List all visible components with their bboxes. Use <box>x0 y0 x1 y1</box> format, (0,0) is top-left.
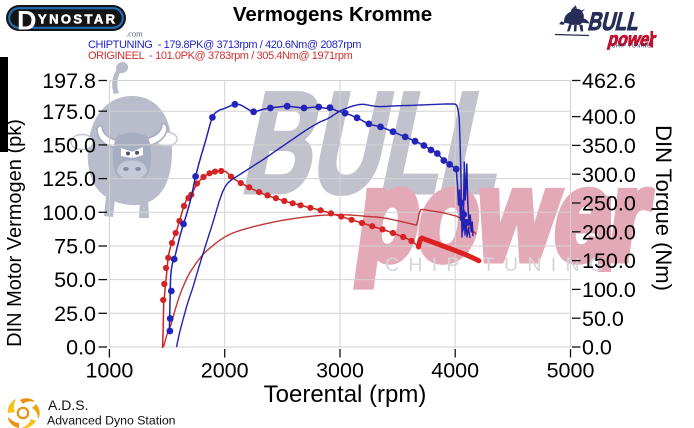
svg-text:100.0: 100.0 <box>42 201 96 225</box>
svg-text:CHIP TUNING: CHIP TUNING <box>612 44 652 50</box>
svg-text:2000: 2000 <box>201 359 249 383</box>
svg-text:DIN Motor Vermogen (pk): DIN Motor Vermogen (pk) <box>4 119 26 347</box>
svg-text:1000: 1000 <box>85 359 133 383</box>
svg-text:A.D.S.: A.D.S. <box>48 397 88 413</box>
svg-text:400.0: 400.0 <box>582 105 636 129</box>
svg-text:D: D <box>17 6 37 36</box>
svg-text:0.0: 0.0 <box>66 336 96 360</box>
svg-text:Advanced Dyno Station: Advanced Dyno Station <box>47 414 176 428</box>
svg-text:125.0: 125.0 <box>42 167 96 191</box>
svg-text:power: power <box>606 29 659 50</box>
svg-text:Toerental (rpm): Toerental (rpm) <box>264 381 427 408</box>
svg-text:4000: 4000 <box>431 359 479 383</box>
svg-text:CHIP TUNING: CHIP TUNING <box>385 254 613 276</box>
svg-text:250.0: 250.0 <box>582 192 636 216</box>
svg-text:3000: 3000 <box>316 359 364 383</box>
svg-text:150.0: 150.0 <box>42 134 96 158</box>
svg-text:200.0: 200.0 <box>582 220 636 244</box>
svg-text:BULL: BULL <box>586 7 644 36</box>
svg-text:75.0: 75.0 <box>54 235 96 259</box>
svg-text:100.0: 100.0 <box>582 278 636 302</box>
svg-text:197.8: 197.8 <box>42 69 96 93</box>
svg-text:BULL: BULL <box>232 64 521 224</box>
svg-text:5000: 5000 <box>547 359 595 383</box>
svg-text:YNOSTAR: YNOSTAR <box>38 12 117 27</box>
svg-text:.com: .com <box>126 29 143 39</box>
svg-text:50.0: 50.0 <box>54 268 96 292</box>
svg-text:175.0: 175.0 <box>42 100 96 124</box>
svg-text:150.0: 150.0 <box>582 249 636 273</box>
svg-text:300.0: 300.0 <box>582 163 636 187</box>
svg-text:50.0: 50.0 <box>582 307 624 331</box>
svg-text:0.0: 0.0 <box>582 336 612 360</box>
svg-text:25.0: 25.0 <box>54 302 96 326</box>
svg-text:DIN Torque (Nm): DIN Torque (Nm) <box>651 125 676 291</box>
svg-text:350.0: 350.0 <box>582 134 636 158</box>
svg-text:462.6: 462.6 <box>582 69 636 93</box>
